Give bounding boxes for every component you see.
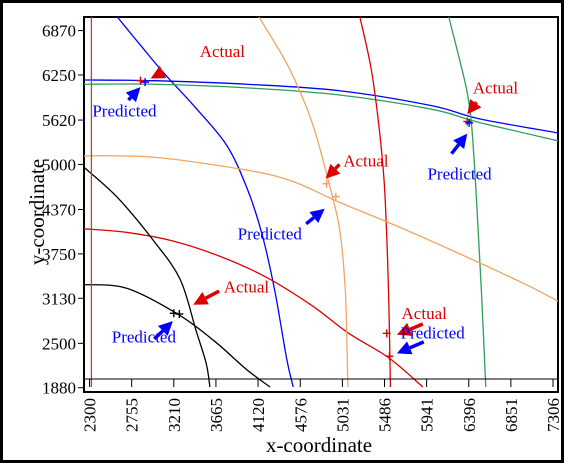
y-tick-label: 5000 (42, 155, 76, 174)
series-line-7 (84, 155, 558, 302)
annotation-label: Actual (200, 42, 246, 61)
annotation-arrow-head (150, 65, 167, 79)
x-tick-label: 2300 (81, 398, 100, 432)
x-tick-label: 2755 (123, 398, 142, 432)
x-tick-label: 4120 (249, 398, 268, 432)
annotation-label: Actual (224, 278, 270, 297)
y-axis-title: y-coordinate (25, 159, 49, 265)
annotation-arrow-head (325, 163, 341, 179)
annotation-arrow-head (396, 322, 413, 336)
series-line-9 (84, 284, 271, 388)
annotation-predicted-9: Predicted (396, 323, 466, 355)
annotation-arrow-shaft (305, 216, 315, 226)
x-tick-label: 3210 (165, 398, 184, 432)
x-tick-label: 5941 (418, 398, 437, 432)
annotation-actual-8: Actual (396, 304, 448, 336)
y-tick-label: 4370 (42, 201, 76, 220)
annotation-arrow-shaft (334, 163, 341, 170)
series-line-2 (84, 83, 558, 142)
annotation-actual-2: Actual (467, 79, 518, 115)
predicted-marker-3 (465, 118, 474, 127)
y-tick-label: 2500 (42, 334, 76, 353)
annotation-arrow-shaft (127, 96, 133, 102)
predicted-marker-9 (385, 352, 394, 361)
annotation-predicted-5: Predicted (238, 208, 325, 244)
annotation-arrow-head (125, 87, 141, 103)
annotation-arrow-head (309, 208, 325, 224)
series-line-8 (84, 166, 211, 388)
series-line-4 (359, 17, 392, 388)
annotation-label: Actual (402, 304, 448, 323)
annotation-arrow-head (193, 291, 209, 305)
annotation-predicted-1: Predicted (92, 87, 157, 120)
y-tick-label: 6870 (42, 22, 76, 41)
annotation-arrow-shaft (409, 322, 424, 332)
x-tick-label: 6851 (502, 398, 521, 432)
point-markers (136, 76, 474, 361)
y-tick-label: 5620 (42, 111, 76, 130)
annotation-label: Actual (473, 79, 519, 98)
actual-marker-0 (136, 76, 145, 85)
annotation-arrow-head (467, 98, 482, 115)
annotation-label: Predicted (92, 101, 157, 120)
series-curves (84, 17, 558, 388)
x-tick-label: 6396 (460, 398, 479, 432)
plot-area: ActualPredictedActualPredictedActualPred… (83, 16, 559, 393)
actual-marker-8 (382, 329, 391, 338)
annotation-actual-6: Actual (193, 278, 269, 305)
annotation-arrow-shaft (204, 289, 220, 300)
annotation-label: Actual (343, 152, 389, 171)
annotation-label: Predicted (427, 164, 492, 183)
y-tick-label: 6250 (42, 66, 76, 85)
series-line-5 (84, 228, 424, 388)
annotation-arrow-shaft (450, 143, 461, 155)
annotation-label: Predicted (112, 328, 177, 347)
annotations: ActualPredictedActualPredictedActualPred… (92, 42, 518, 355)
annotation-actual-0: Actual (150, 42, 246, 79)
x-tick-label: 5031 (333, 398, 352, 432)
actual-marker-4 (322, 179, 331, 188)
annotation-arrow-shaft (409, 340, 425, 350)
series-line-1 (84, 79, 558, 134)
x-tick-label: 4576 (291, 398, 310, 432)
annotation-label: Predicted (238, 225, 303, 244)
series-line-6 (258, 17, 349, 388)
axis-ticks: 2300 2755 3210 3665 4120 4576 5031 5486 5941 6396… (42, 22, 563, 432)
actual-marker-6 (169, 309, 178, 318)
annotation-arrow-head (157, 321, 173, 336)
x-tick-label: 5486 (376, 398, 395, 432)
y-tick-label: 3130 (42, 289, 76, 308)
annotation-arrow-head (453, 133, 468, 149)
x-tick-label: 3665 (207, 398, 226, 432)
actual-marker-2 (463, 117, 472, 126)
annotation-arrow-shaft (153, 329, 165, 341)
y-tick-label: 3750 (42, 245, 76, 264)
predicted-marker-1 (141, 78, 150, 87)
annotation-label: Predicted (401, 323, 466, 342)
predicted-marker-7 (175, 309, 184, 318)
annotation-predicted-3: Predicted (427, 133, 492, 183)
y-tick-label: 1880 (42, 379, 76, 398)
annotation-arrow-shaft (474, 101, 478, 105)
series-line-3 (448, 17, 487, 388)
annotation-predicted-7: Predicted (112, 321, 177, 347)
x-axis-title: x-coordinate (266, 433, 372, 457)
predicted-marker-5 (331, 192, 340, 201)
x-tick-label: 7306 (544, 398, 563, 432)
annotation-arrow-head (396, 341, 413, 355)
annotation-actual-4: Actual (325, 152, 389, 179)
